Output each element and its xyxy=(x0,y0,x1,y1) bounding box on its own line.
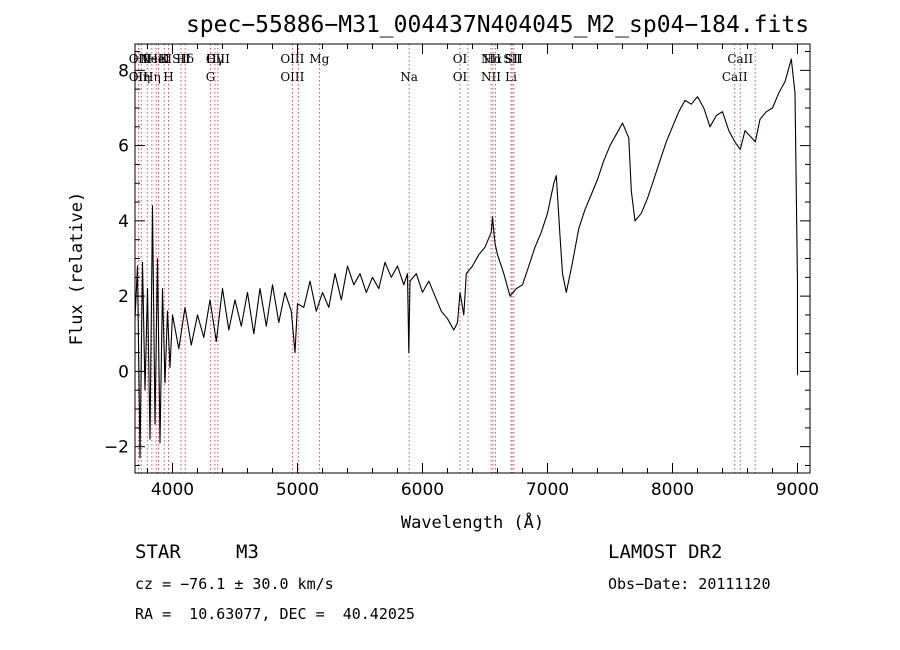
x-tick-label: 5000 xyxy=(276,480,319,500)
line-label: K xyxy=(160,52,170,66)
x-tick-label: 9000 xyxy=(776,480,819,500)
x-tick-label: 7000 xyxy=(526,480,569,500)
survey-label: LAMOST DR2 xyxy=(608,541,723,563)
line-label: OII xyxy=(129,52,149,66)
y-tick-label: −2 xyxy=(104,438,129,458)
line-label: Hγ xyxy=(206,52,224,66)
spectrum-series xyxy=(134,58,799,459)
object-subclass: M3 xyxy=(236,541,259,563)
line-label: Mg xyxy=(309,52,329,66)
y-tick-label: 2 xyxy=(118,287,129,307)
line-label: Li xyxy=(505,70,517,84)
line-label: OI xyxy=(453,70,468,84)
line-label: SII xyxy=(505,52,523,66)
line-label: Hη xyxy=(143,70,161,84)
line-label: NeIII xyxy=(140,52,172,66)
y-tick-label: 0 xyxy=(118,362,129,382)
line-label: CaII xyxy=(722,70,748,84)
line-label: SII xyxy=(503,52,521,66)
line-label: NII xyxy=(481,70,501,84)
line-label: OIII xyxy=(280,52,304,66)
coordinates-label: RA = 10.63077, DEC = 40.42025 xyxy=(135,605,415,623)
line-label: Hη xyxy=(132,70,150,84)
object-class: STAR xyxy=(135,541,181,563)
line-label: Hδ xyxy=(176,52,194,66)
line-label: G xyxy=(206,70,216,84)
line-label: OII xyxy=(129,70,149,84)
x-tick-label: 8000 xyxy=(651,480,694,500)
y-tick-label: 8 xyxy=(118,61,129,81)
x-axis-label: Wavelength (Å) xyxy=(401,511,544,533)
redshift-label: cz = −76.1 ± 30.0 km/s xyxy=(135,575,334,593)
line-label: Hα xyxy=(484,52,503,66)
plot-frame xyxy=(134,43,811,474)
chart-title: spec−55886−M31_004437N404045_M2_sp04−184… xyxy=(186,12,809,38)
y-tick-label: 6 xyxy=(118,137,129,157)
obs-date-label: Obs−Date: 20111120 xyxy=(608,575,771,593)
line-label: Hθ xyxy=(132,52,150,66)
y-tick-label: 4 xyxy=(118,212,129,232)
line-label: H xyxy=(163,70,173,84)
x-tick-label: 6000 xyxy=(401,480,444,500)
line-label: OIII xyxy=(280,70,304,84)
x-tick-label: 4000 xyxy=(151,480,194,500)
y-axis-label: Flux (relative) xyxy=(67,192,87,346)
line-label: CaII xyxy=(727,52,753,66)
line-label: SII xyxy=(172,52,190,66)
line-label: HeI xyxy=(147,52,170,66)
line-label: Na xyxy=(400,70,418,84)
line-label: NII xyxy=(481,52,501,66)
line-label: OIII xyxy=(206,52,230,66)
line-label: OI xyxy=(453,52,468,66)
